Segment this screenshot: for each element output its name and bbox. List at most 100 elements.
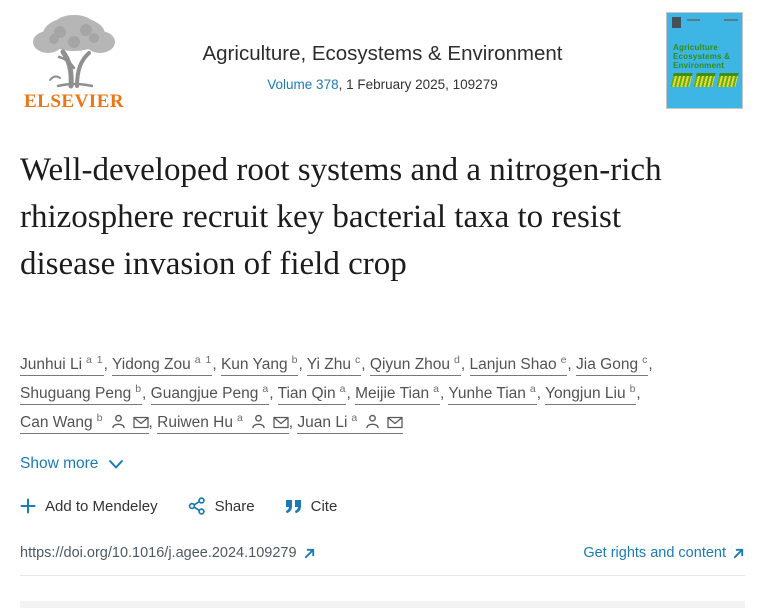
author-link[interactable]: Yongjun Liu b bbox=[545, 382, 637, 405]
author-affiliation-superscript: a bbox=[262, 382, 270, 395]
show-more-button[interactable]: Show more bbox=[20, 455, 124, 473]
doi-rights-row: https://doi.org/10.1016/j.agee.2024.1092… bbox=[20, 545, 745, 561]
person-icon bbox=[366, 414, 379, 429]
author-link[interactable]: Junhui Li a 1 bbox=[20, 354, 104, 377]
author-affiliation-superscript: a bbox=[236, 411, 244, 424]
author-name: Lanjun Shao bbox=[469, 356, 557, 374]
author-separator: , bbox=[648, 356, 653, 374]
author-name: Ruiwen Hu bbox=[157, 413, 233, 431]
author-separator: , bbox=[361, 356, 370, 374]
share-label: Share bbox=[214, 497, 255, 515]
elsevier-wordmark: ELSEVIER bbox=[24, 91, 125, 112]
author-separator: , bbox=[142, 384, 151, 402]
author-affiliation-superscript: a 1 bbox=[194, 354, 213, 366]
author-affiliation-superscript: a bbox=[339, 382, 347, 395]
author-link[interactable]: Ruiwen Hu a bbox=[157, 411, 289, 434]
section-divider bbox=[20, 575, 745, 576]
cite-label: Cite bbox=[310, 497, 338, 515]
cover-fineprint-bar bbox=[724, 19, 738, 21]
author-separator: , bbox=[536, 384, 546, 402]
share-button[interactable]: Share bbox=[188, 497, 255, 515]
author-link[interactable]: Lanjun Shao e bbox=[469, 354, 568, 377]
author-affiliation-superscript: d bbox=[454, 354, 461, 366]
author-name: Tian Qin bbox=[277, 384, 336, 402]
doi-link[interactable]: https://doi.org/10.1016/j.agee.2024.1092… bbox=[20, 545, 316, 561]
author-name: Juan Li bbox=[297, 413, 348, 431]
doi-text: https://doi.org/10.1016/j.agee.2024.1092… bbox=[20, 545, 297, 561]
author-name: Junhui Li bbox=[20, 356, 83, 374]
author-affiliation-superscript: b bbox=[96, 411, 104, 424]
person-icon bbox=[252, 414, 265, 429]
author-link[interactable]: Yidong Zou a 1 bbox=[112, 354, 213, 377]
author-name: Meijie Tian bbox=[355, 384, 430, 402]
cover-fineprint-bar bbox=[687, 19, 700, 21]
person-icon bbox=[111, 414, 125, 429]
plus-icon bbox=[20, 498, 36, 514]
journal-header: Agriculture, Ecosystems & Environment Vo… bbox=[135, 42, 630, 92]
author-list: Junhui Li a 1, Yidong Zou a 1, Kun Yang b, … bbox=[20, 351, 726, 437]
author-link[interactable]: Qiyun Zhou d bbox=[369, 354, 461, 377]
cover-publisher-mark bbox=[672, 17, 681, 28]
author-affiliation-superscript: a bbox=[351, 411, 359, 424]
author-link[interactable]: Juan Li a bbox=[297, 411, 404, 434]
author-separator: , bbox=[298, 356, 307, 374]
author-link[interactable]: Guangjue Peng a bbox=[150, 382, 270, 405]
external-link-icon bbox=[304, 548, 314, 558]
author-affiliation-superscript: e bbox=[560, 354, 568, 366]
get-rights-label: Get rights and content bbox=[583, 545, 726, 561]
author-name: Qiyun Zhou bbox=[369, 356, 451, 374]
author-name: Yidong Zou bbox=[112, 356, 191, 374]
cover-journal-title: Agriculture Ecosystems & Environment bbox=[673, 43, 731, 70]
issue-info-text: , 1 February 2025, 109279 bbox=[338, 77, 498, 92]
author-separator: , bbox=[636, 384, 641, 402]
author-name: Can Wang bbox=[20, 413, 93, 431]
journal-title-link[interactable]: Agriculture, Ecosystems & Environment bbox=[202, 42, 563, 65]
envelope-icon bbox=[273, 416, 289, 428]
author-separator: , bbox=[346, 384, 356, 402]
cover-field-illustrations bbox=[670, 73, 739, 87]
author-affiliation-superscript: c bbox=[642, 354, 649, 366]
author-separator: , bbox=[103, 356, 112, 374]
author-affiliation-superscript: a bbox=[433, 382, 440, 395]
author-link[interactable]: Jia Gong c bbox=[576, 354, 649, 377]
get-rights-link[interactable]: Get rights and content bbox=[583, 545, 745, 561]
author-name: Yi Zhu bbox=[306, 356, 352, 374]
author-separator: , bbox=[148, 413, 158, 431]
article-title: Well-developed root systems and a nitrog… bbox=[20, 152, 662, 282]
author-link[interactable]: Kun Yang b bbox=[220, 354, 299, 377]
action-toolbar: Add to Mendeley Share Cite bbox=[20, 497, 337, 515]
external-link-icon bbox=[733, 548, 744, 558]
author-link[interactable]: Can Wang b bbox=[20, 411, 149, 434]
author-separator: , bbox=[269, 384, 278, 402]
author-name: Guangjue Peng bbox=[150, 384, 259, 402]
author-link[interactable]: Meijie Tian a bbox=[355, 382, 440, 405]
author-separator: , bbox=[212, 356, 221, 374]
author-name: Yunhe Tian bbox=[448, 384, 526, 402]
author-separator: , bbox=[440, 384, 449, 402]
envelope-icon bbox=[387, 416, 403, 428]
author-name: Kun Yang bbox=[220, 356, 288, 374]
author-link[interactable]: Tian Qin a bbox=[277, 382, 347, 405]
envelope-icon bbox=[132, 416, 149, 428]
author-affiliation-superscript: a 1 bbox=[86, 354, 104, 366]
author-separator: , bbox=[288, 413, 298, 431]
author-link[interactable]: Shuguang Peng b bbox=[20, 382, 143, 405]
author-separator: , bbox=[460, 356, 470, 374]
author-link[interactable]: Yunhe Tian a bbox=[448, 382, 537, 405]
add-to-mendeley-button[interactable]: Add to Mendeley bbox=[20, 498, 158, 515]
cite-button[interactable]: Cite bbox=[285, 497, 338, 515]
volume-link[interactable]: Volume 378 bbox=[267, 77, 339, 92]
author-affiliation-superscript: b bbox=[135, 382, 143, 395]
journal-cover-thumbnail[interactable]: Agriculture Ecosystems & Environment bbox=[666, 12, 743, 109]
add-to-mendeley-label: Add to Mendeley bbox=[45, 497, 158, 515]
elsevier-logo: ELSEVIER bbox=[24, 12, 124, 113]
author-affiliation-superscript: b bbox=[629, 382, 637, 395]
author-affiliation-superscript: b bbox=[291, 354, 299, 366]
show-more-label: Show more bbox=[20, 455, 99, 472]
next-section-edge bbox=[20, 601, 745, 608]
chevron-down-icon bbox=[109, 460, 124, 469]
author-affiliation-superscript: a bbox=[529, 382, 537, 395]
author-name: Shuguang Peng bbox=[20, 384, 132, 402]
author-link[interactable]: Yi Zhu c bbox=[306, 354, 362, 377]
